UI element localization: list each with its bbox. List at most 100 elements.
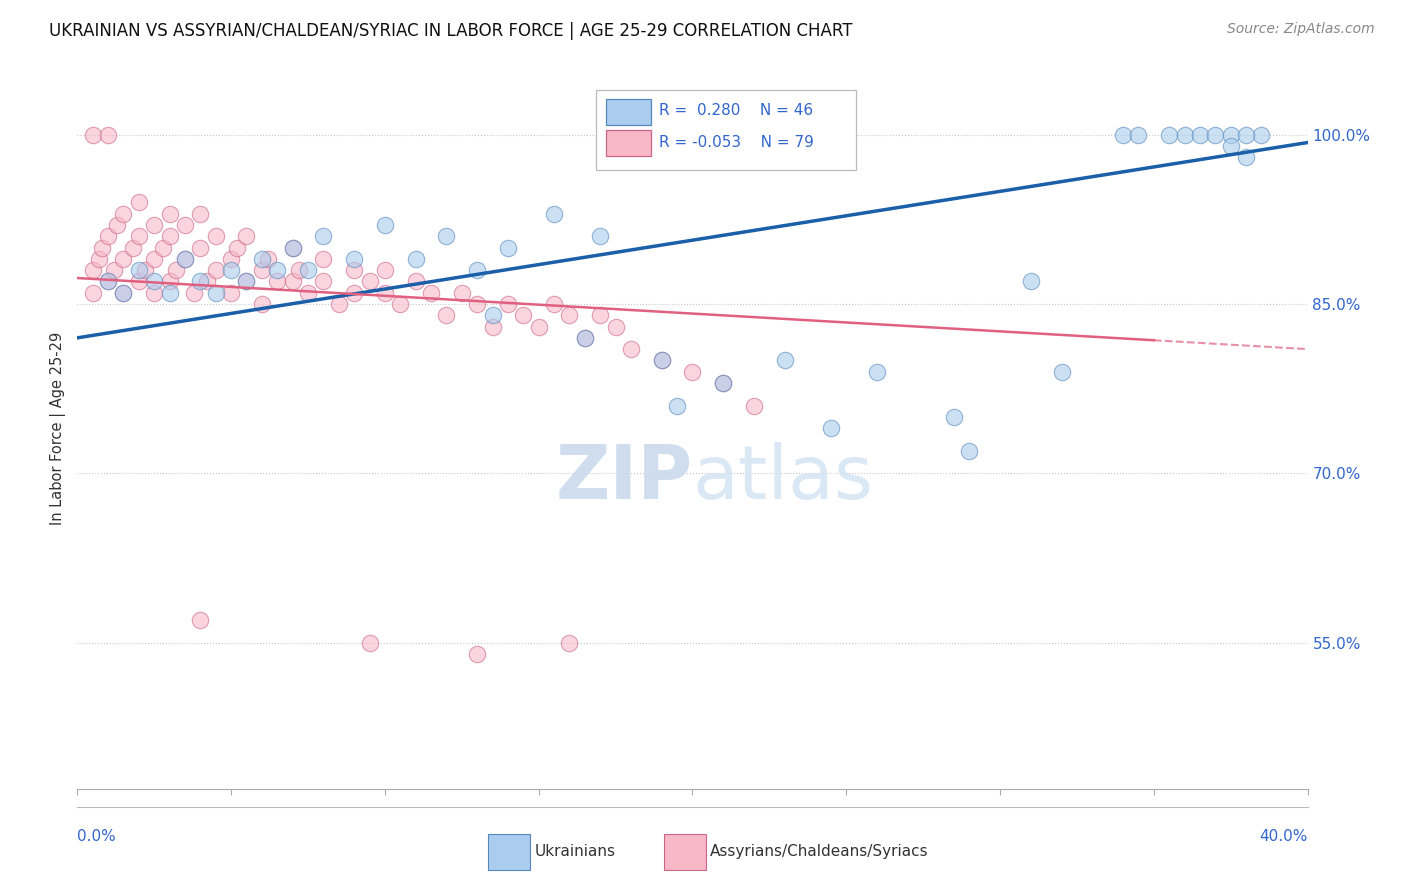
- Point: [574, 331, 596, 345]
- Point: [121, 241, 143, 255]
- Point: [165, 263, 187, 277]
- Point: [558, 635, 581, 649]
- Point: [281, 274, 304, 288]
- Point: [1050, 365, 1073, 379]
- Point: [97, 274, 120, 288]
- Point: [574, 331, 596, 345]
- Point: [620, 342, 643, 356]
- Point: [97, 274, 120, 288]
- Point: [97, 229, 120, 244]
- Point: [589, 308, 612, 322]
- Point: [343, 252, 366, 266]
- Point: [183, 285, 205, 300]
- FancyBboxPatch shape: [664, 834, 706, 870]
- Point: [134, 263, 156, 277]
- Point: [312, 274, 335, 288]
- Point: [711, 376, 734, 390]
- Point: [436, 229, 458, 244]
- Point: [235, 274, 257, 288]
- Point: [389, 297, 412, 311]
- Point: [257, 252, 280, 266]
- Point: [450, 285, 472, 300]
- Point: [174, 218, 197, 232]
- Point: [651, 353, 673, 368]
- Point: [297, 263, 319, 277]
- FancyBboxPatch shape: [488, 834, 530, 870]
- Text: Assyrians/Chaldeans/Syriacs: Assyrians/Chaldeans/Syriacs: [710, 845, 928, 859]
- Point: [773, 353, 796, 368]
- Point: [87, 252, 110, 266]
- Point: [112, 252, 135, 266]
- Point: [204, 263, 226, 277]
- Point: [481, 308, 503, 322]
- Point: [174, 252, 197, 266]
- Point: [188, 241, 212, 255]
- Point: [359, 274, 381, 288]
- Point: [1219, 128, 1241, 142]
- Point: [219, 263, 242, 277]
- Point: [343, 285, 366, 300]
- Point: [297, 285, 319, 300]
- Point: [143, 218, 166, 232]
- Text: 40.0%: 40.0%: [1260, 829, 1308, 844]
- Point: [103, 263, 125, 277]
- Point: [128, 263, 150, 277]
- Point: [605, 319, 627, 334]
- Point: [281, 241, 304, 255]
- Point: [266, 263, 288, 277]
- Point: [742, 399, 765, 413]
- Point: [359, 635, 381, 649]
- Point: [159, 285, 181, 300]
- Point: [374, 263, 396, 277]
- Point: [250, 263, 273, 277]
- Point: [112, 285, 135, 300]
- Point: [219, 252, 242, 266]
- Point: [281, 241, 304, 255]
- Point: [666, 399, 689, 413]
- FancyBboxPatch shape: [606, 129, 651, 156]
- Point: [711, 376, 734, 390]
- Point: [512, 308, 534, 322]
- Point: [405, 252, 427, 266]
- Point: [204, 229, 226, 244]
- Point: [226, 241, 249, 255]
- Point: [82, 128, 104, 142]
- Point: [112, 285, 135, 300]
- Point: [188, 613, 212, 627]
- Text: 0.0%: 0.0%: [77, 829, 117, 844]
- Point: [1128, 128, 1150, 142]
- Text: Ukrainians: Ukrainians: [534, 845, 616, 859]
- Point: [496, 241, 519, 255]
- Point: [235, 274, 257, 288]
- Point: [159, 207, 181, 221]
- Point: [436, 308, 458, 322]
- Point: [1219, 139, 1241, 153]
- Point: [97, 128, 120, 142]
- Point: [343, 263, 366, 277]
- Point: [866, 365, 889, 379]
- Point: [1174, 128, 1197, 142]
- Point: [1112, 128, 1135, 142]
- Point: [312, 252, 335, 266]
- Point: [188, 207, 212, 221]
- Point: [420, 285, 443, 300]
- Point: [957, 443, 980, 458]
- Point: [558, 308, 581, 322]
- Point: [1204, 128, 1226, 142]
- Point: [374, 285, 396, 300]
- Point: [204, 285, 226, 300]
- Point: [128, 274, 150, 288]
- Point: [589, 229, 612, 244]
- Text: ZIP: ZIP: [555, 442, 693, 516]
- Point: [159, 229, 181, 244]
- Point: [143, 252, 166, 266]
- Text: R = -0.053    N = 79: R = -0.053 N = 79: [659, 136, 814, 150]
- Point: [143, 274, 166, 288]
- FancyBboxPatch shape: [596, 90, 856, 170]
- Point: [374, 218, 396, 232]
- FancyBboxPatch shape: [606, 99, 651, 125]
- Point: [312, 229, 335, 244]
- Point: [266, 274, 288, 288]
- Point: [105, 218, 128, 232]
- Point: [152, 241, 174, 255]
